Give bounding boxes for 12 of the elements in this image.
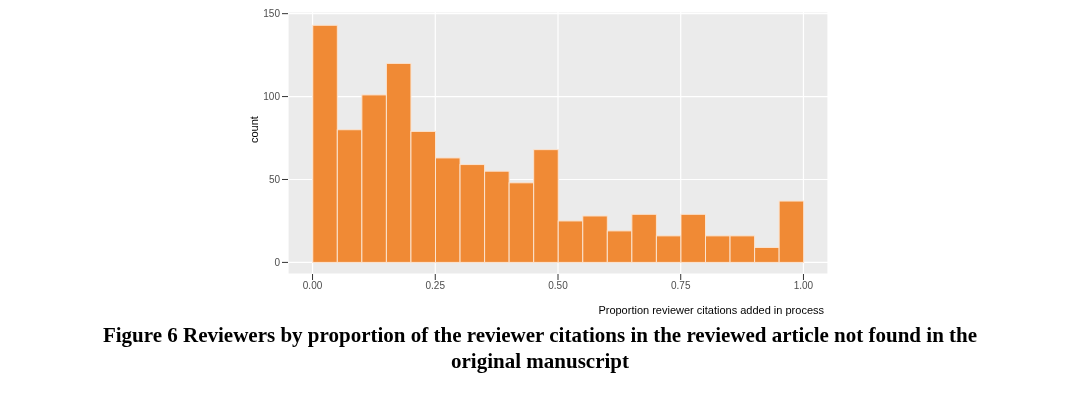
y-tick-label: 150 [263, 8, 281, 20]
y-axis-title: count [247, 116, 260, 143]
x-tick-label: 1.00 [793, 280, 814, 292]
x-tick-label: 0.25 [425, 280, 446, 292]
x-tick-label: 0.50 [548, 280, 569, 292]
y-tick-label: 50 [268, 174, 281, 186]
x-axis-title: Proportion reviewer citations added in process [598, 304, 825, 316]
y-tick-label: 0 [274, 256, 281, 268]
text: Figure 6 Reviewers by proportion of the reviewer citations in the reviewed article not found in the original manuscript [101, 322, 979, 374]
x-tick-label: 0.00 [302, 280, 323, 292]
x-tick-label: 0.75 [670, 280, 691, 292]
y-tick-label: 100 [263, 91, 281, 103]
